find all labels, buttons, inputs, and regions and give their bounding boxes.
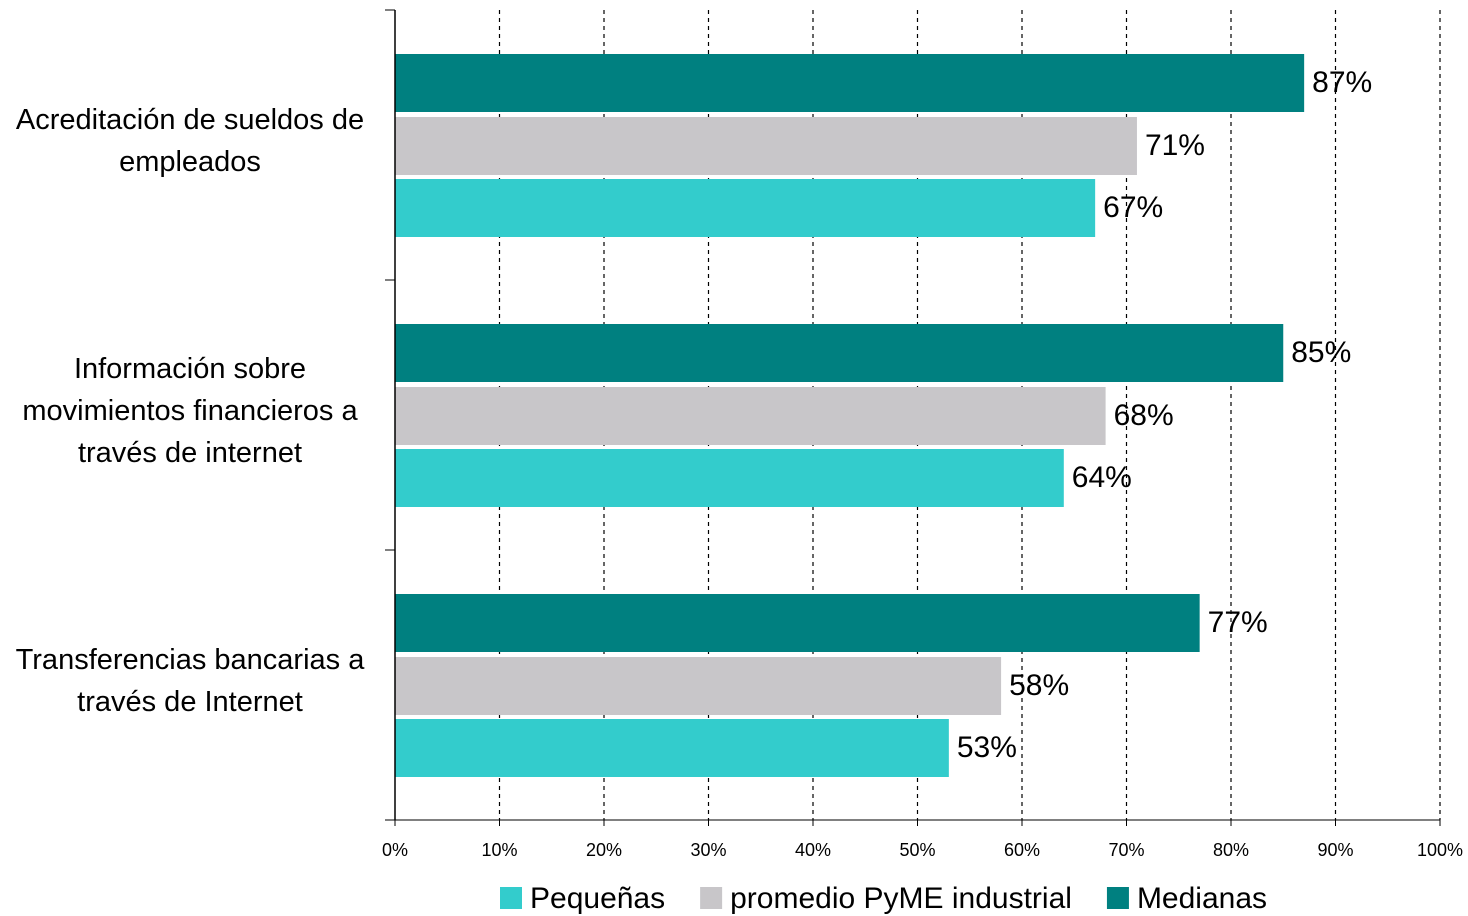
value-label: 58% [1009,669,1069,702]
value-label: 85% [1291,336,1351,369]
legend-swatch [1106,887,1129,909]
value-label: 64% [1072,461,1132,494]
x-tick-label: 90% [1317,840,1353,860]
category-label: Transferencias bancarias a través de Int… [15,644,365,718]
bar [395,449,1064,507]
legend-label: promedio PyME industrial [730,882,1072,915]
x-tick-label: 20% [586,840,622,860]
value-label: 77% [1208,606,1268,639]
bar [395,719,949,777]
bar [395,657,1002,715]
x-tick-label: 50% [899,840,935,860]
x-tick-label: 40% [795,840,831,860]
legend-swatch [700,887,723,909]
value-label: 71% [1145,129,1205,162]
category-label: Acreditación de sueldos de empleados [15,104,365,178]
value-label: 67% [1103,191,1163,224]
legend-swatch [500,887,522,909]
bar [395,594,1200,652]
x-tick-label: 60% [1004,840,1040,860]
x-tick-label: 10% [481,840,517,860]
x-tick-label: 80% [1213,840,1249,860]
bar [395,179,1096,237]
x-tick-label: 30% [690,840,726,860]
value-label: 53% [957,731,1017,764]
x-tick-label: 70% [1108,840,1144,860]
x-tick-label: 0% [382,840,408,860]
value-label: 68% [1114,399,1174,432]
bar [395,387,1106,445]
bar [395,324,1284,382]
value-label: 87% [1312,66,1372,99]
legend-label: Medianas [1137,882,1267,915]
bar [395,117,1137,175]
bar [395,54,1305,112]
category-label: Información sobre movimientos financiero… [22,353,358,469]
legend-label: Pequeñas [530,882,665,915]
x-tick-label: 100% [1417,840,1463,860]
